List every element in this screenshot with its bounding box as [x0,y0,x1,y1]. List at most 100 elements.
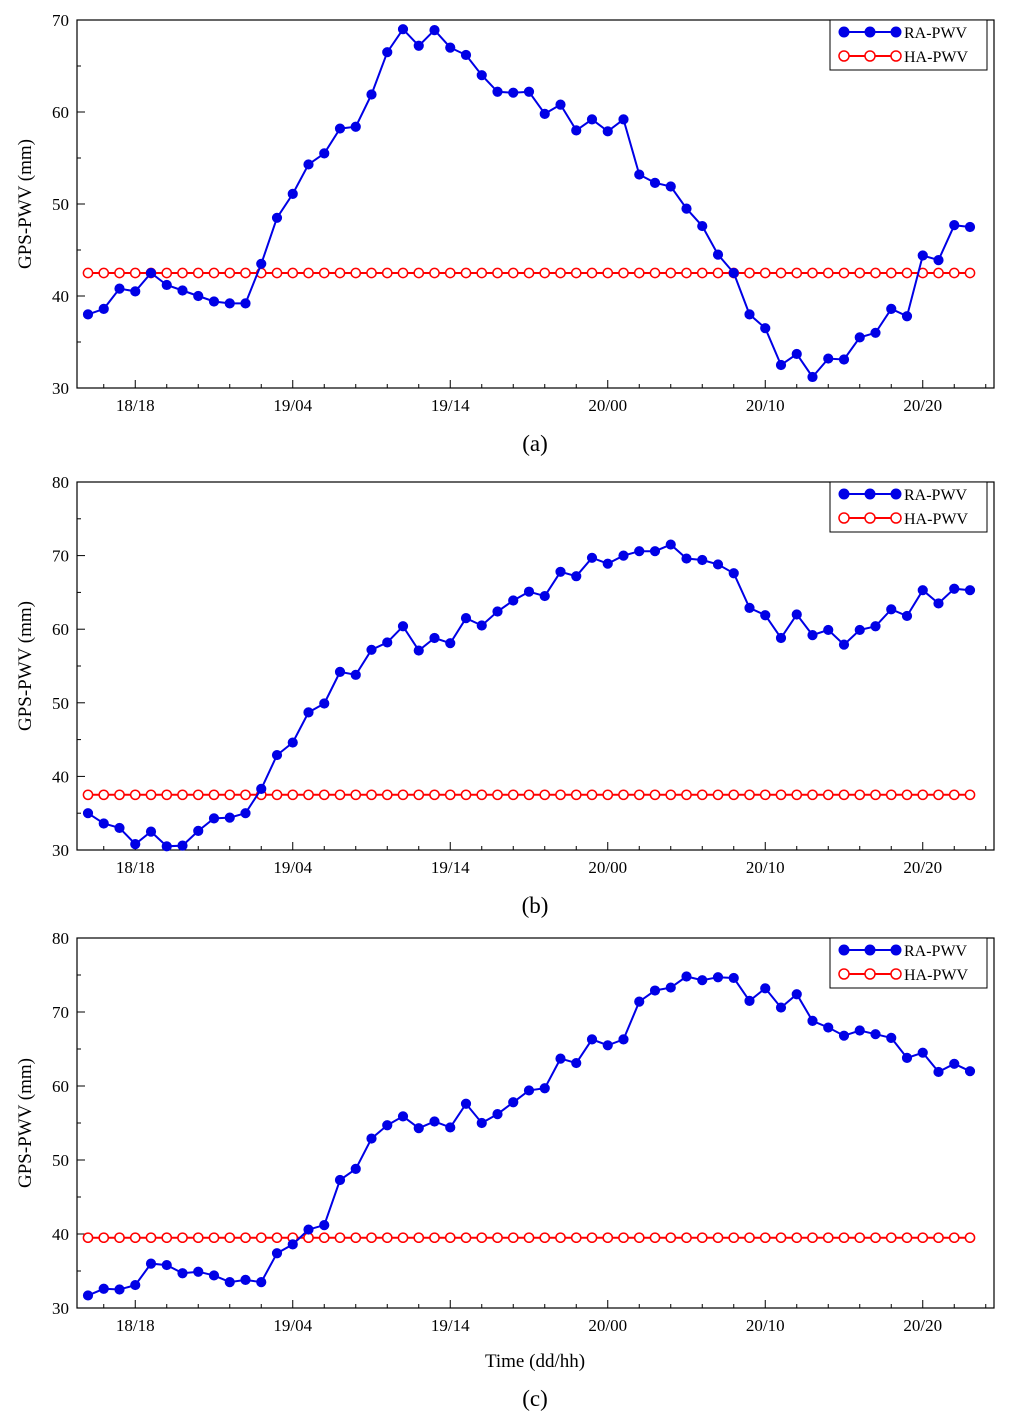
ha-pwv-point [82,789,94,801]
ha-pwv-point [933,789,944,801]
ra-pwv-point [429,1116,440,1127]
ra-pwv-point [208,1270,220,1281]
legend-box [829,19,988,71]
legend-box [829,481,988,533]
legend: RA-PWV HA-PWV [829,481,988,533]
ha-pwv-point [114,267,125,279]
y-tick-label: 40 [52,287,69,306]
ha-pwv-point [303,267,314,279]
legend-ha-marker [864,968,876,980]
ha-pwv-point [696,789,708,801]
ha-pwv-point [381,1232,393,1244]
ra-pwv-point [602,1040,613,1051]
ha-pwv-point [98,789,110,801]
ha-pwv-point [775,267,787,279]
ra-pwv-point [224,298,235,309]
ha-pwv-point [633,267,645,279]
ra-pwv-point [98,303,109,314]
ra-pwv-point [571,1057,582,1069]
x-tick-label: 19/14 [431,858,470,877]
ha-pwv-point [145,789,157,801]
ra-pwv-point [445,638,456,649]
ra-pwv-series [82,24,976,383]
ha-pwv-point [366,267,377,279]
ra-pwv-point [240,1274,251,1285]
ha-pwv-point [523,789,535,801]
ra-pwv-point [886,303,897,314]
ha-pwv-point [192,789,204,801]
ha-pwv-point [838,1232,850,1244]
ha-pwv-point [759,1232,771,1244]
ra-pwv-point [823,353,834,364]
ha-pwv-point [82,267,94,279]
ra-pwv-point [476,620,487,631]
ra-pwv-point [917,250,928,261]
ra-pwv-point [114,1284,125,1295]
ha-pwv-series [82,267,976,279]
ha-pwv-point [240,267,251,279]
ra-pwv-point [177,285,188,296]
ra-pwv-point [98,818,109,829]
legend-ra-label: RA-PWV [904,487,968,504]
y-tick-label: 70 [52,547,69,566]
ra-pwv-point [460,613,472,624]
ra-pwv-point [350,121,361,132]
ra-pwv-point [555,566,566,577]
ra-pwv-point [712,972,724,983]
plot-frame [76,937,995,1309]
ha-pwv-point [350,1232,362,1244]
ra-pwv-point [775,1002,787,1013]
ra-pwv-point [287,188,298,199]
ha-pwv-point [287,267,299,279]
ha-pwv-point [271,789,283,801]
legend-ha-marker [838,50,850,62]
ha-pwv-point [208,1232,220,1244]
ha-pwv-point [917,1232,929,1244]
ra-pwv-point [728,267,739,279]
ra-pwv-point [397,621,409,632]
ha-pwv-point [901,267,913,279]
ha-pwv-point [586,267,598,279]
ra-pwv-point [744,602,755,613]
ra-pwv-point [382,637,393,648]
ha-pwv-point [82,1232,94,1244]
ha-pwv-point [208,789,220,801]
ha-pwv-point [618,1232,629,1244]
ha-pwv-point [775,1232,787,1244]
ha-pwv-point [539,789,551,801]
legend-ha-label: HA-PWV [904,49,968,66]
ha-pwv-point [681,267,692,279]
legend: RA-PWV HA-PWV [829,19,988,71]
ha-pwv-point [791,267,803,279]
ha-pwv-point [413,789,425,801]
ha-pwv-point [397,1232,409,1244]
ra-pwv-point [744,309,755,320]
x-tick-label: 20/20 [903,396,942,415]
ha-pwv-point [712,1232,724,1244]
ra-pwv-point [287,1239,298,1250]
ra-pwv-point [161,1259,172,1271]
ra-pwv-line [87,975,971,1297]
legend-ra-marker [838,488,850,500]
x-tick-label: 18/18 [116,1316,155,1335]
ra-pwv-point [649,985,661,996]
ra-pwv-point [161,841,172,852]
ha-pwv-point [854,267,866,279]
legend-ha-marker [890,512,902,524]
x-tick-label: 19/04 [273,396,312,415]
ha-pwv-point [98,1232,110,1244]
ha-pwv-point [555,789,566,801]
x-tick-label: 19/14 [431,396,470,415]
ra-pwv-point [791,989,802,1000]
ra-pwv-point [760,323,771,334]
legend-ha-marker [890,968,902,980]
ha-pwv-point [507,267,519,279]
ra-pwv-point [177,1268,188,1279]
y-tick-label: 70 [52,1003,69,1022]
ra-pwv-point [256,1277,267,1288]
ha-pwv-point [224,789,236,801]
ha-pwv-point [507,1232,519,1244]
y-tick-label: 50 [52,694,69,713]
ha-pwv-point [492,789,503,801]
